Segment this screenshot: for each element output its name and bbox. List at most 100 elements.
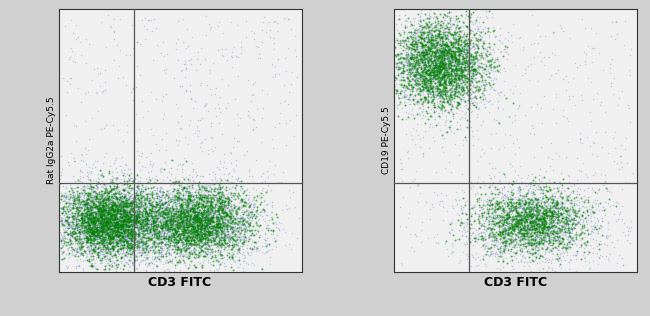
Point (577, 212, 588, 217)
Point (168, 207, 178, 212)
Point (94, 215, 105, 220)
Point (125, 199, 135, 204)
Point (107, 211, 117, 216)
Point (108, 212, 118, 217)
Point (135, 224, 145, 229)
Point (119, 207, 129, 212)
Point (495, 230, 506, 235)
Point (109, 191, 120, 197)
Point (436, 57, 447, 62)
Point (151, 190, 161, 195)
Point (164, 234, 174, 239)
Point (143, 225, 153, 230)
Point (439, 84, 449, 89)
Point (205, 183, 215, 188)
Point (473, 136, 484, 141)
Point (445, 63, 456, 68)
Point (134, 233, 144, 238)
Point (430, 53, 440, 58)
Point (532, 196, 542, 201)
Point (178, 252, 188, 257)
Point (166, 217, 176, 222)
Point (163, 235, 174, 240)
Point (93, 246, 103, 251)
Point (567, 200, 577, 205)
Point (126, 186, 136, 191)
Point (176, 235, 186, 240)
Point (111, 240, 122, 245)
Point (465, 36, 476, 41)
Point (159, 220, 170, 225)
Point (183, 223, 193, 228)
Point (518, 213, 528, 218)
Point (422, 69, 432, 74)
Point (548, 238, 558, 243)
Point (404, 67, 414, 72)
Point (434, 31, 444, 36)
Point (218, 227, 228, 232)
Point (75, 213, 85, 218)
Point (206, 247, 216, 252)
Point (221, 232, 231, 237)
Point (192, 196, 202, 201)
Point (406, 64, 417, 69)
Point (105, 235, 116, 240)
Point (239, 196, 249, 201)
Point (217, 227, 228, 232)
Point (61, 224, 72, 229)
Point (81, 204, 92, 209)
Point (143, 212, 153, 217)
Point (102, 243, 112, 248)
Point (498, 256, 508, 261)
Point (165, 214, 176, 219)
Point (486, 66, 496, 71)
Point (170, 176, 180, 181)
Point (475, 32, 486, 37)
Point (439, 93, 450, 98)
Point (435, 92, 445, 97)
Point (521, 218, 532, 223)
Point (209, 187, 219, 192)
Point (101, 207, 111, 212)
Point (162, 220, 173, 225)
Point (506, 32, 516, 37)
Point (126, 198, 136, 204)
Point (103, 202, 113, 207)
Point (532, 197, 543, 202)
Point (152, 233, 162, 238)
Point (83, 236, 94, 241)
Point (153, 225, 164, 230)
Point (505, 240, 515, 245)
Point (122, 242, 132, 247)
Point (238, 223, 248, 228)
Point (506, 237, 517, 242)
Point (172, 185, 183, 190)
Point (96, 260, 106, 265)
Point (98, 203, 109, 208)
Point (143, 262, 153, 267)
Point (487, 238, 497, 243)
Point (410, 15, 421, 20)
Point (140, 208, 151, 213)
Point (398, 62, 408, 67)
Point (111, 205, 122, 210)
Point (476, 78, 487, 83)
Point (198, 248, 209, 253)
Point (64, 215, 75, 220)
Point (181, 88, 191, 93)
Point (536, 232, 546, 237)
Point (172, 205, 182, 210)
Point (419, 95, 429, 100)
Point (552, 256, 562, 261)
Point (221, 240, 231, 245)
Point (456, 13, 467, 18)
Point (111, 262, 122, 267)
Point (448, 76, 459, 81)
Point (240, 224, 251, 229)
Point (68, 230, 79, 235)
Point (421, 12, 431, 17)
Point (93, 206, 103, 211)
Point (113, 200, 124, 205)
Point (215, 212, 226, 217)
Point (153, 250, 163, 255)
